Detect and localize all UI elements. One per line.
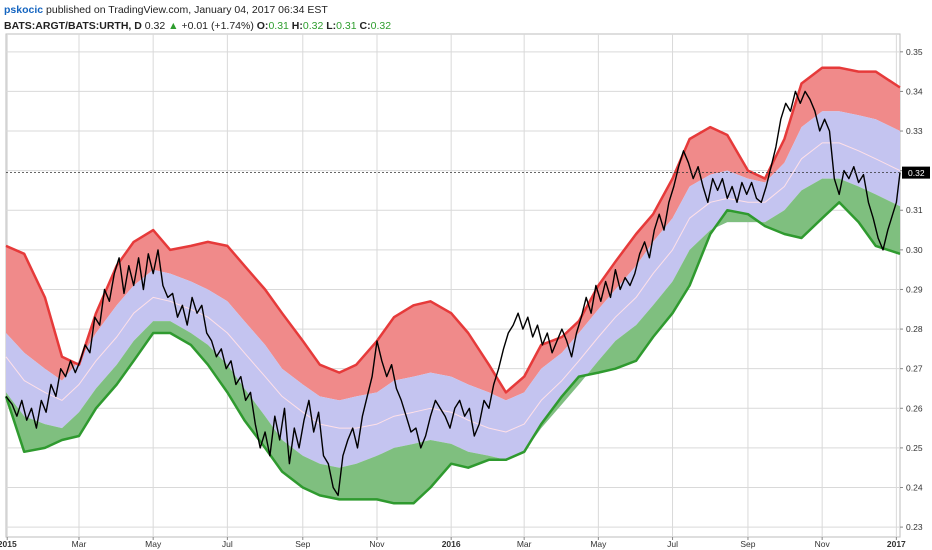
middle-band-area: [6, 111, 900, 468]
x-tick-label: Mar: [72, 539, 87, 549]
y-axis: 0.35 0.34 0.33 0.32 0.31 0.30 0.29 0.28 0.27 0.26…: [900, 47, 923, 532]
author-link[interactable]: pskocic: [4, 4, 44, 16]
y-tick-label: 0.30: [906, 245, 923, 255]
x-tick-label: 2015: [0, 539, 17, 549]
y-tick-label: 0.23: [906, 522, 923, 532]
close-label: C:: [359, 20, 371, 32]
last-price-badge: [902, 166, 930, 179]
envelope-bands: [4, 66, 901, 505]
publish-line: pskocic published on TradingView.com, Ja…: [4, 2, 904, 18]
lower-band-line: [4, 201, 901, 505]
x-tick-label: Jul: [222, 539, 233, 549]
high-value: 0.32: [302, 20, 324, 32]
symbol-label[interactable]: BATS:ARGT/BATS:URTH, D: [4, 20, 142, 32]
x-axis: 2015 Mar May Jul Sep Nov 2016 Mar May Jul Sep Nov 20…: [0, 537, 906, 549]
published-text: published on TradingView.com, January 04…: [46, 4, 328, 16]
y-tick-label: 0.33: [906, 126, 923, 136]
close-value: 0.32: [370, 20, 392, 32]
y-tick-label: 0.29: [906, 284, 923, 294]
x-tick-label: May: [145, 539, 162, 549]
last-price-label: 0.32: [908, 168, 925, 178]
x-tick-label: Nov: [815, 539, 831, 549]
x-tick-label: Sep: [295, 539, 310, 549]
x-tick-label: Nov: [369, 539, 385, 549]
open-value: 0.31: [268, 20, 289, 32]
x-tick-label: Mar: [517, 539, 532, 549]
x-tick-label: 2017: [887, 539, 906, 549]
price-line: [5, 90, 901, 497]
low-value: 0.31: [336, 20, 357, 32]
ohlc-line: BATS:ARGT/BATS:URTH, D 0.32 ▲ +0.01 (+1.…: [4, 18, 904, 34]
high-label: H:: [291, 20, 303, 32]
x-tick-label: Sep: [740, 539, 755, 549]
x-tick-label: May: [590, 539, 607, 549]
y-tick-label: 0.26: [906, 403, 923, 413]
y-tick-label: 0.35: [906, 47, 923, 57]
chart-header: pskocic published on TradingView.com, Ja…: [4, 2, 904, 34]
y-tick-label: 0.27: [906, 364, 923, 374]
y-tick-label: 0.34: [906, 86, 923, 96]
x-tick-label: Jul: [667, 539, 678, 549]
y-tick-label: 0.24: [906, 482, 923, 492]
y-tick-label: 0.28: [906, 324, 923, 334]
price-series: [5, 90, 901, 497]
y-tick-label: 0.31: [906, 205, 923, 215]
y-tick-label: 0.25: [906, 443, 923, 453]
low-label: L:: [326, 20, 337, 32]
last-price-tag: 0.32: [6, 166, 930, 179]
last-value: 0.32: [144, 20, 166, 32]
open-label: O:: [256, 20, 269, 32]
x-tick-label: 2016: [442, 539, 461, 549]
change-value: +0.01 (+1.74%): [181, 20, 254, 32]
upper-band-line: [5, 66, 901, 394]
middle-line: [5, 142, 901, 433]
change-arrow-icon: ▲: [168, 20, 179, 32]
